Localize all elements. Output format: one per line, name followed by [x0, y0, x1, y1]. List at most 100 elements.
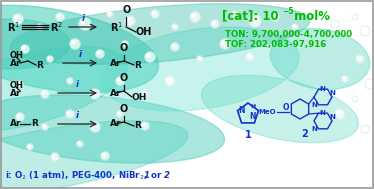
Circle shape	[72, 41, 75, 44]
Circle shape	[102, 153, 105, 156]
Text: N: N	[312, 102, 318, 108]
Circle shape	[122, 41, 128, 47]
Circle shape	[96, 50, 104, 58]
Text: R: R	[36, 60, 43, 70]
Circle shape	[107, 11, 113, 17]
Circle shape	[271, 13, 279, 21]
Circle shape	[165, 76, 175, 86]
Circle shape	[90, 89, 100, 99]
Circle shape	[28, 145, 30, 147]
Ellipse shape	[202, 75, 359, 143]
Text: 1: 1	[245, 130, 251, 140]
Circle shape	[353, 15, 355, 17]
Text: O: O	[283, 104, 289, 112]
Circle shape	[171, 43, 179, 51]
Circle shape	[78, 142, 80, 144]
Circle shape	[211, 20, 219, 28]
Circle shape	[17, 114, 20, 117]
Circle shape	[233, 12, 235, 14]
Ellipse shape	[0, 95, 224, 163]
Circle shape	[90, 122, 100, 132]
Circle shape	[365, 79, 374, 89]
Circle shape	[51, 153, 59, 161]
Circle shape	[18, 82, 20, 84]
Circle shape	[77, 141, 83, 147]
Ellipse shape	[101, 27, 299, 111]
Circle shape	[191, 14, 195, 17]
Circle shape	[331, 20, 339, 28]
Text: OH: OH	[10, 81, 24, 90]
Circle shape	[222, 41, 225, 44]
Circle shape	[42, 124, 48, 130]
Text: R: R	[134, 122, 141, 130]
Text: Ar: Ar	[10, 119, 21, 129]
Circle shape	[198, 57, 200, 59]
Circle shape	[67, 111, 70, 114]
Text: TOF: 202,083-97,916: TOF: 202,083-97,916	[225, 40, 326, 50]
Text: O: O	[120, 43, 128, 53]
Text: N: N	[329, 90, 335, 96]
Text: i: i	[79, 50, 82, 59]
Circle shape	[15, 16, 18, 19]
Text: TON: 9,700,000-4,700,000: TON: 9,700,000-4,700,000	[225, 29, 352, 39]
Circle shape	[360, 26, 370, 36]
Circle shape	[197, 56, 203, 62]
Circle shape	[249, 15, 261, 27]
Text: O: O	[120, 104, 128, 114]
Text: N: N	[312, 126, 318, 132]
Circle shape	[117, 78, 120, 81]
Circle shape	[173, 25, 175, 27]
Ellipse shape	[0, 121, 188, 189]
Circle shape	[362, 28, 365, 31]
Circle shape	[17, 81, 23, 87]
Circle shape	[152, 11, 155, 14]
Circle shape	[108, 12, 110, 14]
Circle shape	[125, 16, 135, 26]
Circle shape	[251, 17, 255, 21]
Text: N: N	[329, 114, 335, 120]
Ellipse shape	[0, 5, 159, 93]
Circle shape	[21, 45, 29, 53]
Circle shape	[22, 46, 25, 49]
Circle shape	[43, 125, 45, 127]
Circle shape	[232, 11, 238, 17]
Circle shape	[118, 112, 120, 114]
Circle shape	[79, 18, 91, 30]
Text: OH: OH	[10, 50, 24, 60]
Circle shape	[332, 21, 335, 24]
Circle shape	[142, 123, 145, 126]
Circle shape	[356, 55, 364, 63]
Text: O: O	[123, 5, 131, 15]
Text: Ar: Ar	[110, 119, 122, 129]
Circle shape	[48, 57, 50, 59]
Circle shape	[42, 91, 45, 94]
Circle shape	[16, 113, 24, 121]
Text: 2: 2	[301, 129, 309, 139]
Circle shape	[81, 20, 85, 24]
Ellipse shape	[10, 4, 309, 64]
Text: OH: OH	[136, 27, 152, 37]
Circle shape	[147, 54, 150, 57]
Text: N: N	[249, 112, 255, 121]
Circle shape	[92, 124, 95, 127]
Circle shape	[92, 91, 95, 94]
Circle shape	[151, 10, 159, 18]
Circle shape	[353, 97, 355, 99]
Circle shape	[190, 12, 200, 22]
Text: N: N	[239, 106, 245, 115]
Circle shape	[13, 14, 23, 24]
Circle shape	[27, 144, 33, 150]
Text: mol%: mol%	[290, 9, 330, 22]
Text: i: O$_2$ (1 atm), PEG-400, NiBr$_2$,: i: O$_2$ (1 atm), PEG-400, NiBr$_2$,	[5, 170, 148, 182]
Circle shape	[167, 78, 170, 81]
Circle shape	[312, 11, 315, 14]
Circle shape	[38, 25, 40, 27]
Text: N: N	[319, 110, 325, 116]
Circle shape	[367, 81, 370, 84]
Circle shape	[97, 51, 100, 54]
Text: R: R	[31, 119, 38, 129]
Text: or: or	[148, 171, 165, 180]
Circle shape	[335, 109, 345, 119]
Circle shape	[145, 52, 155, 62]
Circle shape	[68, 79, 70, 81]
